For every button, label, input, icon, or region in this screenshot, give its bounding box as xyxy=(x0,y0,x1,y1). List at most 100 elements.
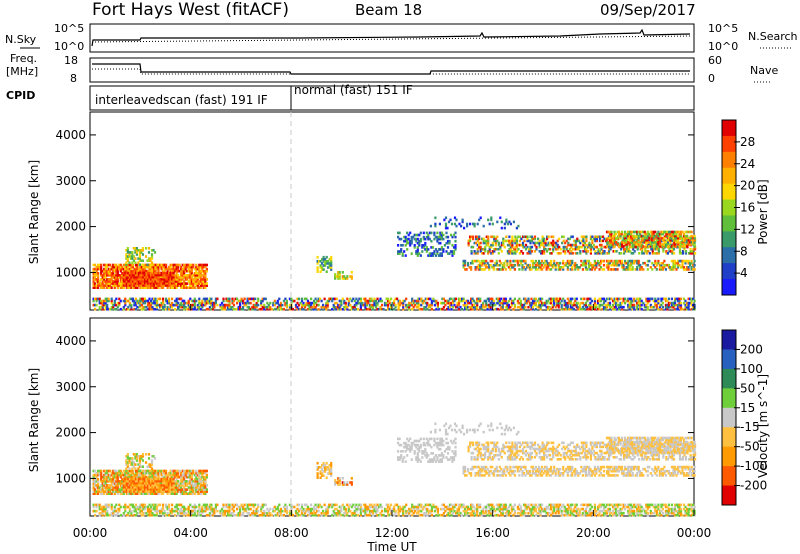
data-cell xyxy=(122,299,125,303)
data-cell xyxy=(510,263,513,267)
data-cell xyxy=(119,267,122,271)
data-cell xyxy=(137,473,140,477)
data-cell xyxy=(562,259,565,263)
data-cell xyxy=(183,276,186,279)
data-cell xyxy=(107,280,110,283)
data-cell xyxy=(527,250,531,253)
data-cell xyxy=(184,282,187,285)
data-cell xyxy=(569,301,572,305)
data-cell xyxy=(509,222,512,226)
data-cell xyxy=(581,297,584,301)
data-cell xyxy=(122,275,125,279)
data-cell xyxy=(683,241,686,245)
data-cell xyxy=(553,301,556,305)
data-cell xyxy=(159,273,162,277)
data-cell xyxy=(211,303,214,307)
data-cell xyxy=(495,301,498,305)
data-cell xyxy=(509,305,512,309)
data-cell xyxy=(574,266,577,269)
data-cell xyxy=(615,303,618,307)
data-cell xyxy=(122,269,125,273)
data-cell xyxy=(491,301,494,305)
data-cell xyxy=(190,475,193,479)
data-cell xyxy=(509,239,512,243)
data-cell xyxy=(92,282,95,285)
data-cell xyxy=(100,492,103,495)
data-cell xyxy=(281,303,284,307)
data-cell xyxy=(612,263,615,267)
data-cell xyxy=(364,305,367,309)
data-cell xyxy=(568,299,571,303)
data-cell xyxy=(380,307,384,311)
data-cell xyxy=(222,297,225,301)
data-cell xyxy=(199,480,202,483)
data-cell xyxy=(666,234,669,238)
data-cell xyxy=(444,222,448,226)
data-cell xyxy=(471,259,474,263)
data-cell xyxy=(189,284,192,287)
data-cell xyxy=(261,307,264,311)
data-cell xyxy=(655,268,658,271)
data-cell xyxy=(640,245,643,248)
data-cell xyxy=(314,301,317,305)
data-cell xyxy=(279,307,282,311)
data-cell xyxy=(195,265,198,269)
data-cell xyxy=(509,268,512,271)
data-cell xyxy=(106,299,109,303)
data-cell xyxy=(92,269,95,273)
data-cell xyxy=(174,471,177,475)
data-cell xyxy=(160,271,163,275)
data-cell xyxy=(183,280,186,283)
data-cell xyxy=(639,266,642,269)
data-cell xyxy=(149,257,152,260)
data-cell xyxy=(597,252,600,255)
data-cell xyxy=(92,482,95,485)
data-cell xyxy=(661,232,664,236)
data-cell xyxy=(377,299,381,303)
data-cell xyxy=(359,303,362,307)
data-cell xyxy=(462,259,465,263)
data-cell xyxy=(672,261,675,265)
data-cell xyxy=(248,297,251,301)
data-cell xyxy=(341,277,344,280)
data-cell xyxy=(349,297,352,301)
data-cell xyxy=(131,284,134,287)
data-cell xyxy=(109,490,112,493)
data-cell xyxy=(632,247,635,251)
data-cell xyxy=(678,259,681,263)
data-cell xyxy=(426,307,429,311)
data-cell xyxy=(98,301,101,305)
data-cell xyxy=(616,261,619,265)
data-cell xyxy=(487,235,490,239)
data-cell xyxy=(151,305,154,309)
data-cell xyxy=(515,226,518,230)
data-cell xyxy=(125,277,128,281)
data-cell xyxy=(163,280,166,283)
data-cell xyxy=(168,271,171,275)
data-cell xyxy=(187,299,190,303)
data-cell xyxy=(134,282,137,285)
data-cell xyxy=(387,299,390,303)
data-cell xyxy=(199,490,202,493)
data-cell xyxy=(497,268,500,271)
data-cell xyxy=(575,266,578,269)
data-cell xyxy=(657,245,660,248)
data-cell xyxy=(327,266,330,269)
data-cell xyxy=(180,305,183,309)
data-cell xyxy=(175,473,178,477)
data-cell xyxy=(661,297,664,301)
data-cell xyxy=(106,492,109,495)
data-cell xyxy=(94,307,97,311)
data-cell xyxy=(687,239,690,242)
data-cell xyxy=(181,263,184,267)
data-cell xyxy=(131,477,134,481)
data-cell xyxy=(100,263,103,267)
data-cell xyxy=(94,284,97,287)
data-cell xyxy=(144,255,148,258)
data-cell xyxy=(190,490,193,493)
data-cell xyxy=(110,488,113,491)
data-cell xyxy=(137,273,140,277)
data-cell xyxy=(148,280,151,283)
data-cell xyxy=(210,299,213,303)
data-cell xyxy=(684,230,687,234)
